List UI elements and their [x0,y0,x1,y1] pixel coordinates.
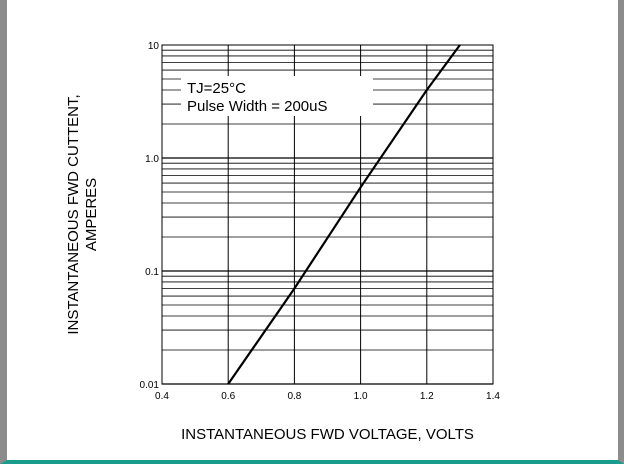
chart-svg: TJ=25°C Pulse Width = 200uS 0.4 0.6 0.8 1.0… [65,41,501,443]
x-tick-label: 0.4 [155,391,169,402]
annotation-box: TJ=25°C Pulse Width = 200uS [181,76,373,116]
plot-border [161,44,494,385]
x-tick-label: 0.6 [221,391,235,402]
y-axis-title: INSTANTANEOUS FWD CUTTENT, AMPERES [65,94,100,334]
series-line [227,44,461,385]
x-tick-label: 0.8 [287,391,301,402]
y-axis-title-line2: AMPERES [83,178,100,251]
series-layer [227,44,461,385]
y-tick-label: 10 [148,41,160,52]
y-axis-title-line1: INSTANTANEOUS FWD CUTTENT, [65,94,82,334]
annotation-pulse-width: Pulse Width = 200uS [187,98,328,115]
tick-layer: 0.4 0.6 0.8 1.0 1.2 1.4 0.01 0.1 1.0 10 [140,41,501,402]
y-tick-label: 1.0 [145,154,159,165]
y-tick-label: 0.1 [145,267,159,278]
y-tick-label: 0.01 [140,380,160,391]
annotation-background [181,76,373,116]
x-tick-label: 1.4 [486,391,500,402]
x-tick-label: 1.0 [354,391,368,402]
annotation-temperature: TJ=25°C [187,80,246,97]
x-tick-label: 1.2 [420,391,434,402]
x-axis-title: INSTANTANEOUS FWD VOLTAGE, VOLTS [181,426,474,443]
